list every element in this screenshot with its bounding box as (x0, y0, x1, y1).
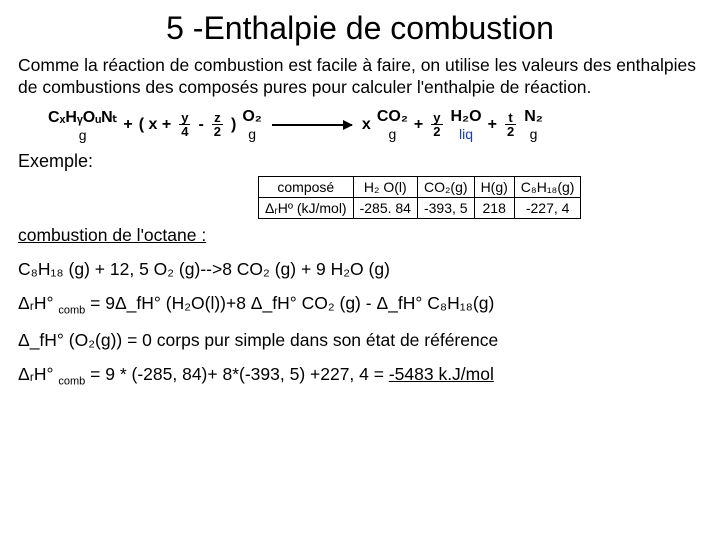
plus-2: + (414, 116, 423, 134)
phase-g: g (242, 126, 262, 142)
plus-1: + (123, 116, 132, 134)
combustion-octane-label: combustion de l'octane : (18, 225, 702, 246)
coeff-close: ) (231, 116, 236, 134)
enthalpy-formula: ΔᵣH° comb = 9Δ_fH° (H₂O(l))+8 Δ_fH° CO₂ … (18, 290, 702, 319)
phase-g: g (524, 126, 543, 142)
th-drh: ΔᵣHº (kJ/mol) (259, 197, 354, 218)
coeff-open: ( x + (139, 116, 171, 134)
eq4-lhs: ΔᵣH° (18, 364, 58, 384)
td-v2: 218 (474, 197, 514, 218)
o2: O₂ (242, 108, 262, 125)
table-row-header: composé H₂ O(l) CO₂(g) H(g) C₈H₁₈(g) (259, 176, 581, 197)
reactant-1: CₓHᵧOᵤNₜ (48, 109, 117, 126)
n2: N₂ (524, 108, 543, 125)
td-v0: -285. 84 (353, 197, 417, 218)
td-v3: -227, 4 (514, 197, 581, 218)
data-table-wrap: composé H₂ O(l) CO₂(g) H(g) C₈H₁₈(g) ΔᵣH… (258, 176, 702, 219)
th-c0: H₂ O(l) (353, 176, 417, 197)
numeric-result: ΔᵣH° comb = 9 * (-285, 84)+ 8*(-393, 5) … (18, 361, 702, 390)
eq4-mid: = 9 * (-285, 84)+ 8*(-393, 5) +227, 4 = (85, 364, 389, 384)
example-label: Exemple: (18, 151, 702, 172)
phase-liq: liq (451, 126, 482, 142)
eq2-lhs: ΔᵣH° (18, 293, 58, 313)
phase-g: g (377, 126, 408, 142)
enthalpy-table: composé H₂ O(l) CO₂(g) H(g) C₈H₁₈(g) ΔᵣH… (258, 176, 581, 219)
frac-y4: y 4 (177, 111, 192, 138)
phase-g: g (48, 127, 117, 143)
co2-coeff: x (362, 116, 371, 134)
frac-t2: t 2 (503, 111, 518, 138)
th-c1: CO₂(g) (417, 176, 474, 197)
eq2-sub: comb (58, 305, 85, 317)
reaction-arrow-icon (272, 124, 352, 126)
eq4-sub: comb (58, 376, 85, 388)
slide-content: 5 -Enthalpie de combustion Comme la réac… (0, 0, 720, 406)
eq2-rhs: = 9Δ_fH° (H₂O(l))+8 Δ_fH° CO₂ (g) - Δ_fH… (85, 293, 494, 313)
slide-title: 5 -Enthalpie de combustion (18, 10, 702, 47)
frac-z2: z 2 (210, 111, 225, 138)
h2o: H₂O (451, 108, 482, 125)
intro-paragraph: Comme la réaction de combustion est faci… (18, 55, 702, 99)
th-compose: composé (259, 176, 354, 197)
plus-3: + (488, 116, 497, 134)
th-c2: H(g) (474, 176, 514, 197)
minus: - (198, 116, 203, 134)
reaction-equation: C₈H₁₈ (g) + 12, 5 O₂ (g)-->8 CO₂ (g) + 9… (18, 256, 702, 282)
td-v1: -393, 5 (417, 197, 474, 218)
general-combustion-equation: CₓHᵧOᵤNₜ g + ( x + y 4 - z 2 ) O₂ g x CO… (48, 107, 702, 143)
table-row-values: ΔᵣHº (kJ/mol) -285. 84 -393, 5 218 -227,… (259, 197, 581, 218)
co2: CO₂ (377, 108, 408, 125)
final-value: -5483 k.J/mol (389, 364, 494, 384)
reference-state-note: Δ_fH° (O₂(g)) = 0 corps pur simple dans … (18, 327, 702, 353)
frac-y2: y 2 (429, 111, 444, 138)
th-c3: C₈H₁₈(g) (514, 176, 581, 197)
